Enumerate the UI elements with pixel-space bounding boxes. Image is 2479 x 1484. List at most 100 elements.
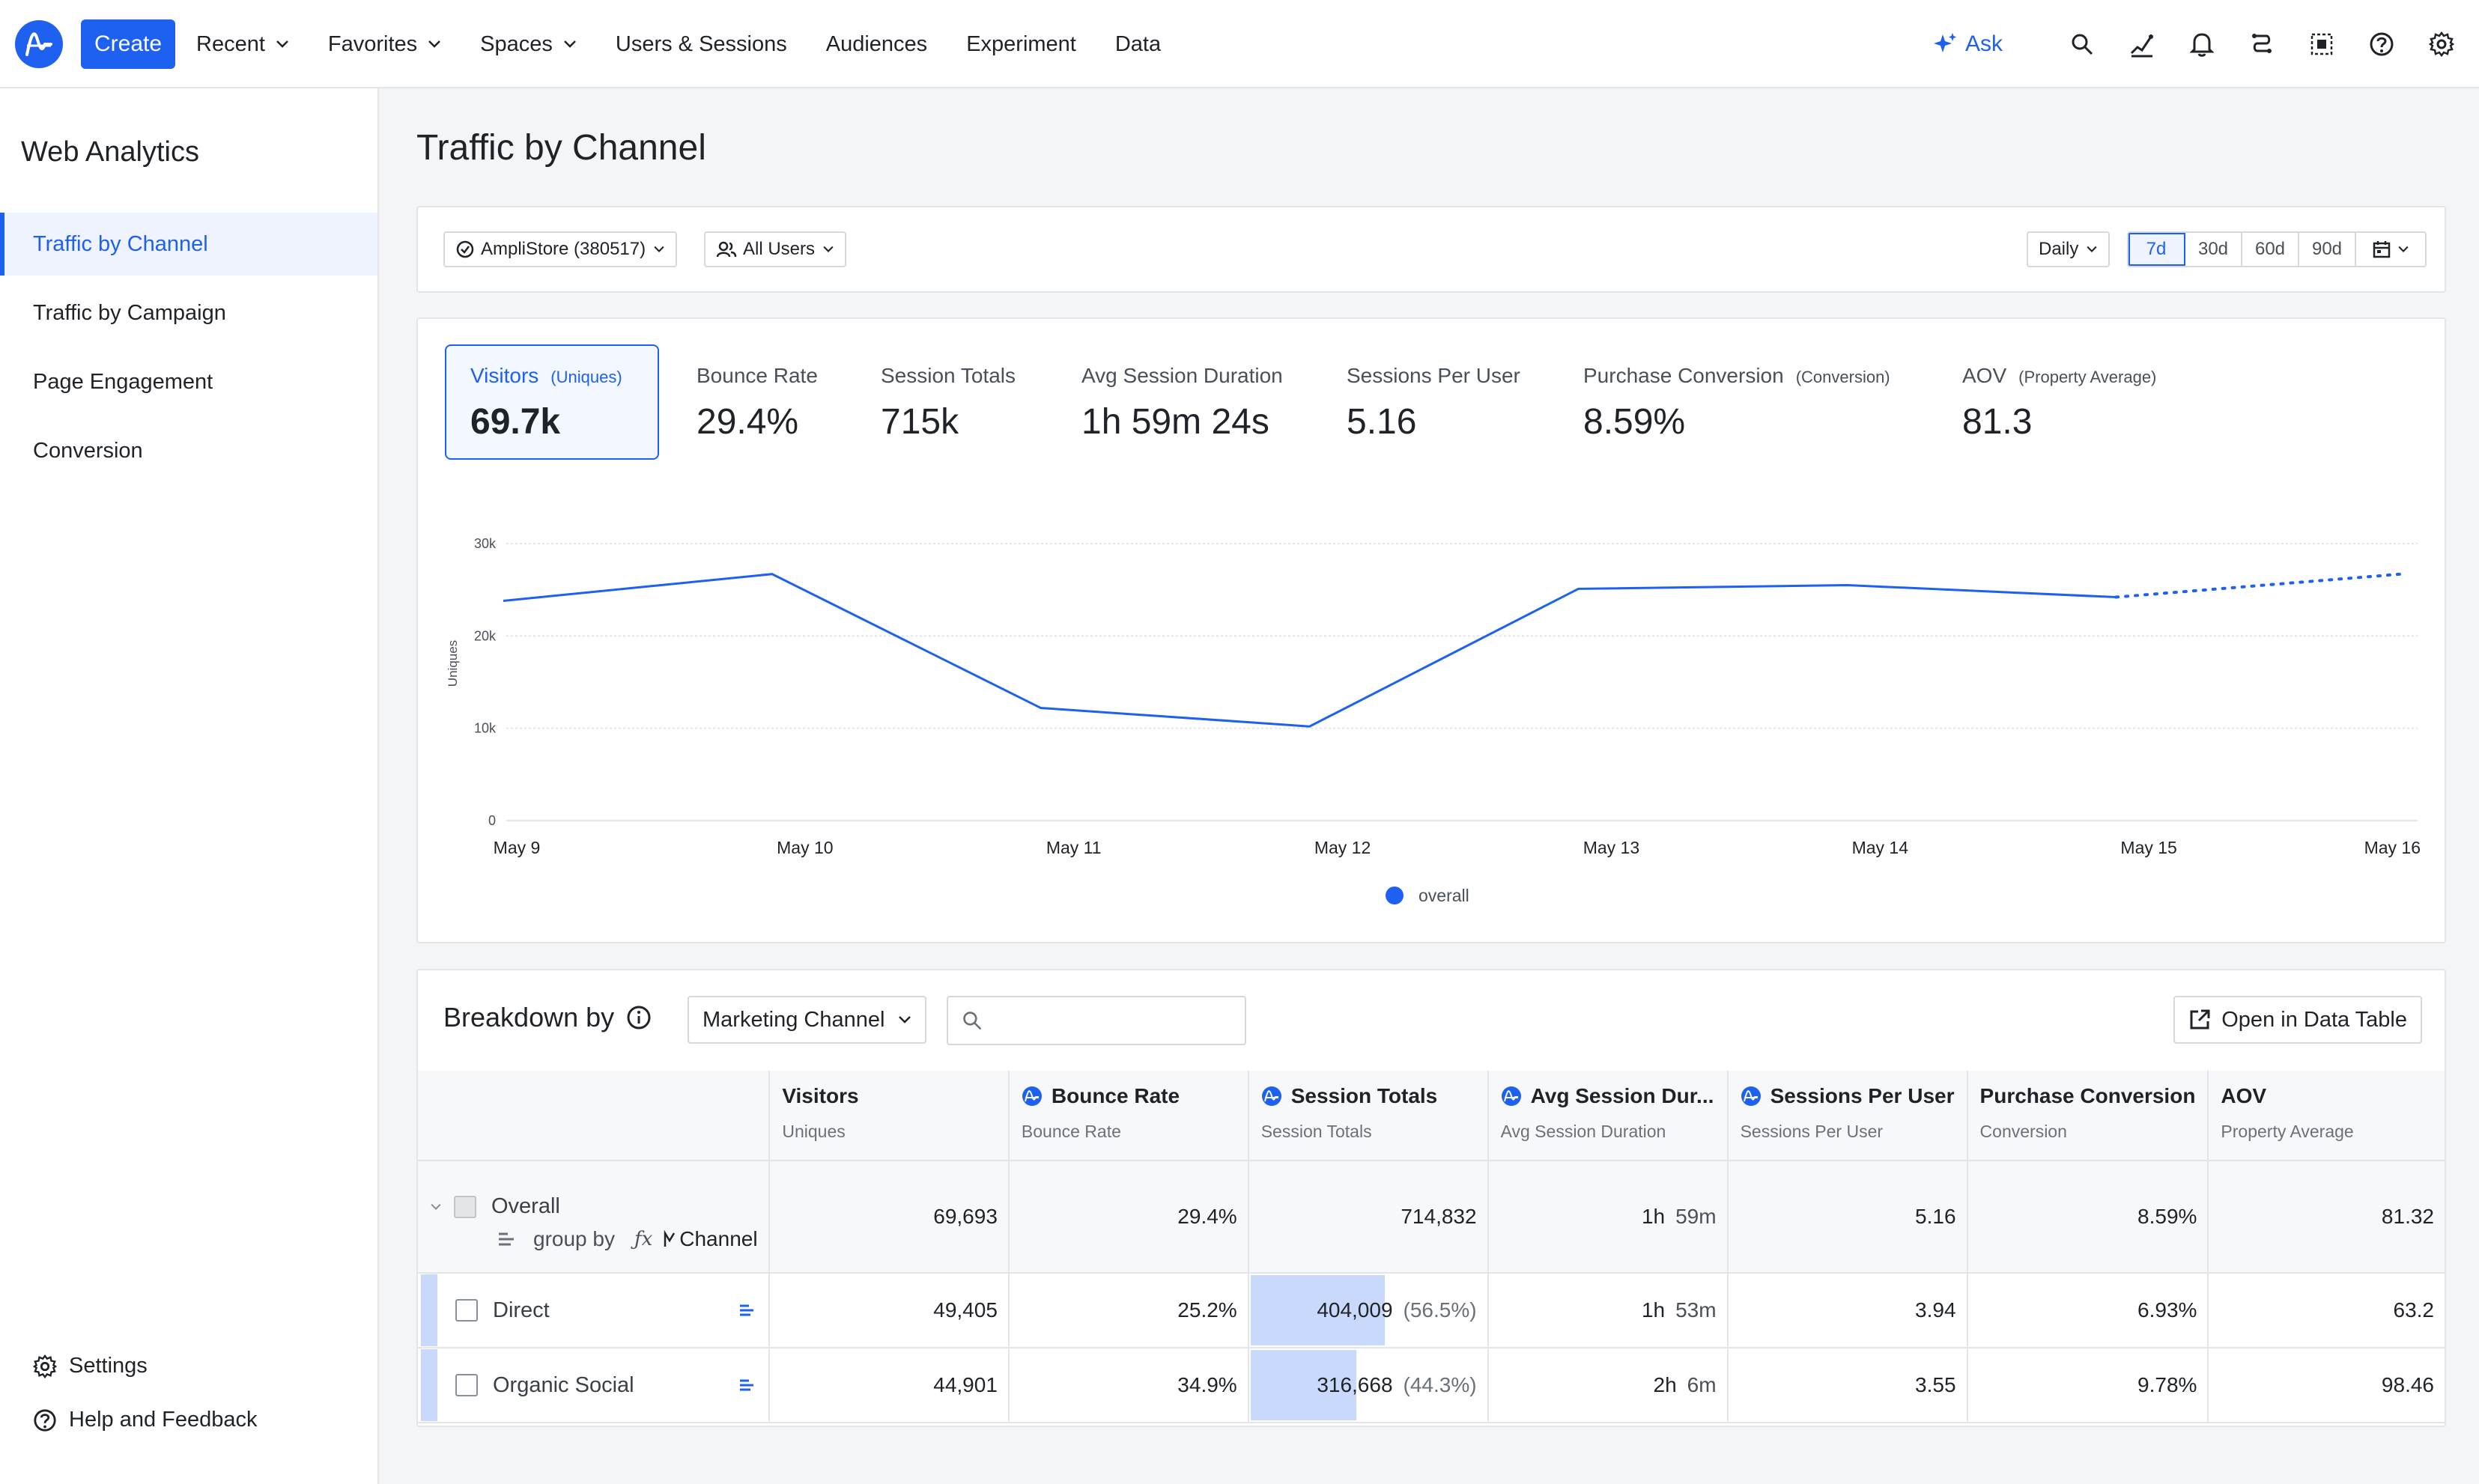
- share-bar: [1250, 1350, 1356, 1420]
- ask-button[interactable]: Ask: [1932, 31, 2003, 57]
- metric-bounce-rate[interactable]: Bounce Rate 29.4%: [697, 344, 818, 458]
- metric-label: Bounce Rate: [697, 364, 818, 387]
- nav-favorites[interactable]: Favorites: [328, 32, 441, 57]
- chevron-down-icon: [2398, 246, 2409, 252]
- breakdown-table: Visitors Uniques Bounce Rate Bounce Rate S…: [418, 1071, 2445, 1423]
- header-label: Sessions Per User: [1770, 1084, 1955, 1107]
- breakdown-search-input[interactable]: [992, 1009, 1231, 1033]
- sidebar-settings[interactable]: Settings: [33, 1354, 148, 1378]
- chevron-down-icon: [899, 1016, 911, 1024]
- metric-aov[interactable]: AOV (Property Average) 81.3: [1962, 344, 2156, 458]
- nav-audiences[interactable]: Audiences: [825, 31, 928, 56]
- grid-select-icon[interactable]: [2307, 29, 2337, 59]
- nav-users-sessions[interactable]: Users & Sessions: [615, 31, 787, 56]
- header-aov[interactable]: AOV Property Average: [2208, 1071, 2445, 1161]
- calendar-picker[interactable]: [2356, 233, 2425, 266]
- amplitude-metric-icon: [1741, 1086, 1761, 1106]
- sidebar-item-conversion[interactable]: Conversion: [33, 438, 143, 463]
- duration-minutes: 59m: [1675, 1205, 1717, 1228]
- gear-icon[interactable]: [2427, 29, 2457, 59]
- series-line-overall-incomplete: [2114, 572, 2403, 599]
- group-by-icon[interactable]: [738, 1378, 755, 1393]
- sidebar-item-traffic-by-channel[interactable]: Traffic by Channel: [0, 213, 377, 276]
- row-color-stripe: [421, 1274, 437, 1346]
- group-by-channel-label[interactable]: Channel: [679, 1227, 758, 1250]
- row-checkbox[interactable]: [455, 1374, 478, 1396]
- nav-recent-label: Recent: [196, 31, 265, 56]
- create-button[interactable]: Create: [81, 19, 176, 69]
- sidebar-help[interactable]: Help and Feedback: [33, 1408, 258, 1432]
- top-navigation: Create Recent Favorites Spaces Users & S…: [0, 0, 2479, 88]
- overall-label: Overall: [491, 1194, 560, 1218]
- range-60d[interactable]: 60d: [2242, 233, 2299, 266]
- metric-session-totals[interactable]: Session Totals 715k: [881, 344, 1016, 458]
- interval-selector[interactable]: Daily: [2027, 231, 2111, 267]
- search-icon[interactable]: [2067, 29, 2097, 59]
- header-avg-session-duration[interactable]: Avg Session Dur... Avg Session Duration: [1487, 1071, 1729, 1161]
- nav-spaces[interactable]: Spaces: [480, 32, 577, 57]
- group-by-icon[interactable]: [738, 1303, 755, 1318]
- table-row-overall: Overall group by ƒx Channel 69,693 29.4%…: [418, 1161, 2445, 1274]
- header-visitors[interactable]: Visitors Uniques: [769, 1071, 1010, 1161]
- x-tick-label: May 12: [1314, 838, 1371, 857]
- header-label: Avg Session Dur...: [1530, 1084, 1714, 1107]
- help-icon: [34, 1408, 56, 1432]
- sidebar-item-traffic-by-campaign[interactable]: Traffic by Campaign: [33, 300, 226, 325]
- cell-aov: 81.32: [2208, 1161, 2445, 1274]
- table-row[interactable]: Direct 49,405 25.2% 404,009 (56.5%) 1h 53m…: [418, 1273, 2445, 1348]
- nav-recent[interactable]: Recent: [196, 32, 289, 57]
- range-90d[interactable]: 90d: [2299, 233, 2356, 266]
- metric-avg-session-duration[interactable]: Avg Session Duration 1h 59m 24s: [1081, 344, 1283, 458]
- duration-minutes: 6m: [1687, 1373, 1717, 1396]
- gear-icon: [33, 1354, 57, 1378]
- x-tick-label: May 13: [1583, 838, 1639, 857]
- cell-bounce-rate: 25.2%: [1008, 1273, 1249, 1348]
- session-value: 404,009: [1317, 1298, 1393, 1322]
- legend-dot-icon: [1386, 887, 1404, 904]
- header-sessions-per-user[interactable]: Sessions Per User Sessions Per User: [1727, 1071, 1968, 1161]
- header-session-totals[interactable]: Session Totals Session Totals: [1248, 1071, 1489, 1161]
- breakdown-dimension-select[interactable]: Marketing Channel: [688, 996, 927, 1044]
- nav-experiment[interactable]: Experiment: [966, 31, 1076, 56]
- project-selector[interactable]: AmpliStore (380517): [443, 231, 678, 267]
- calendar-icon: [2373, 241, 2391, 258]
- amplitude-logo-icon[interactable]: [15, 20, 63, 68]
- open-in-data-table-button[interactable]: Open in Data Table: [2173, 996, 2422, 1044]
- table-row[interactable]: Organic Social 44,901 34.9% 316,668 (44.3…: [418, 1348, 2445, 1423]
- y-tick-label: 20k: [474, 628, 497, 643]
- metric-value: 29.4%: [697, 402, 799, 442]
- metric-sessions-per-user[interactable]: Sessions Per User 5.16: [1347, 344, 1520, 458]
- cell-purchase-conversion: 8.59%: [1967, 1161, 2209, 1274]
- metric-purchase-conversion[interactable]: Purchase Conversion (Conversion) 8.59%: [1583, 344, 1890, 458]
- date-range-segmented: 7d 30d 60d 90d: [2127, 231, 2427, 267]
- cell-session-totals: 316,668 (44.3%): [1248, 1348, 1489, 1423]
- chevron-down-icon[interactable]: [430, 1203, 442, 1211]
- ask-label: Ask: [1964, 31, 2003, 56]
- header-sub: Uniques: [782, 1122, 846, 1141]
- row-checkbox[interactable]: [455, 1299, 478, 1322]
- metric-visitors[interactable]: Visitors (Uniques) 69.7k: [445, 344, 659, 460]
- header-purchase-conversion[interactable]: Purchase Conversion Conversion: [1967, 1071, 2209, 1161]
- nav-data[interactable]: Data: [1114, 31, 1162, 56]
- segment-selector[interactable]: All Users: [704, 231, 847, 267]
- sidebar: Web Analytics Traffic by Channel Traffic…: [0, 88, 379, 1484]
- range-30d[interactable]: 30d: [2185, 233, 2242, 266]
- chart-hand-icon[interactable]: [2127, 29, 2157, 59]
- breakdown-card: Breakdown by Marketing Channel Open in D…: [416, 969, 2446, 1427]
- sidebar-item-page-engagement[interactable]: Page Engagement: [33, 369, 213, 394]
- range-7d[interactable]: 7d: [2128, 233, 2185, 266]
- route-icon[interactable]: [2247, 29, 2277, 59]
- chevron-down-icon: [564, 40, 576, 48]
- help-icon[interactable]: [2367, 29, 2397, 59]
- cell-sessions-per-user: 3.94: [1727, 1273, 1968, 1348]
- series-line-overall: [503, 573, 2117, 728]
- info-icon[interactable]: [626, 1005, 652, 1030]
- bell-icon[interactable]: [2187, 29, 2217, 59]
- breakdown-dimension-label: Marketing Channel: [703, 1007, 885, 1032]
- header-bounce-rate[interactable]: Bounce Rate Bounce Rate: [1008, 1071, 1249, 1161]
- chevron-down-icon: [823, 246, 834, 252]
- metric-sub: (Conversion): [1795, 368, 1890, 386]
- line-chart: 0 10k 20k 30k May 9 May 10 May 11 May 12 May 13…: [446, 536, 2421, 905]
- table-header-row: Visitors Uniques Bounce Rate Bounce Rate S…: [418, 1071, 2445, 1161]
- breakdown-search[interactable]: [947, 996, 1246, 1045]
